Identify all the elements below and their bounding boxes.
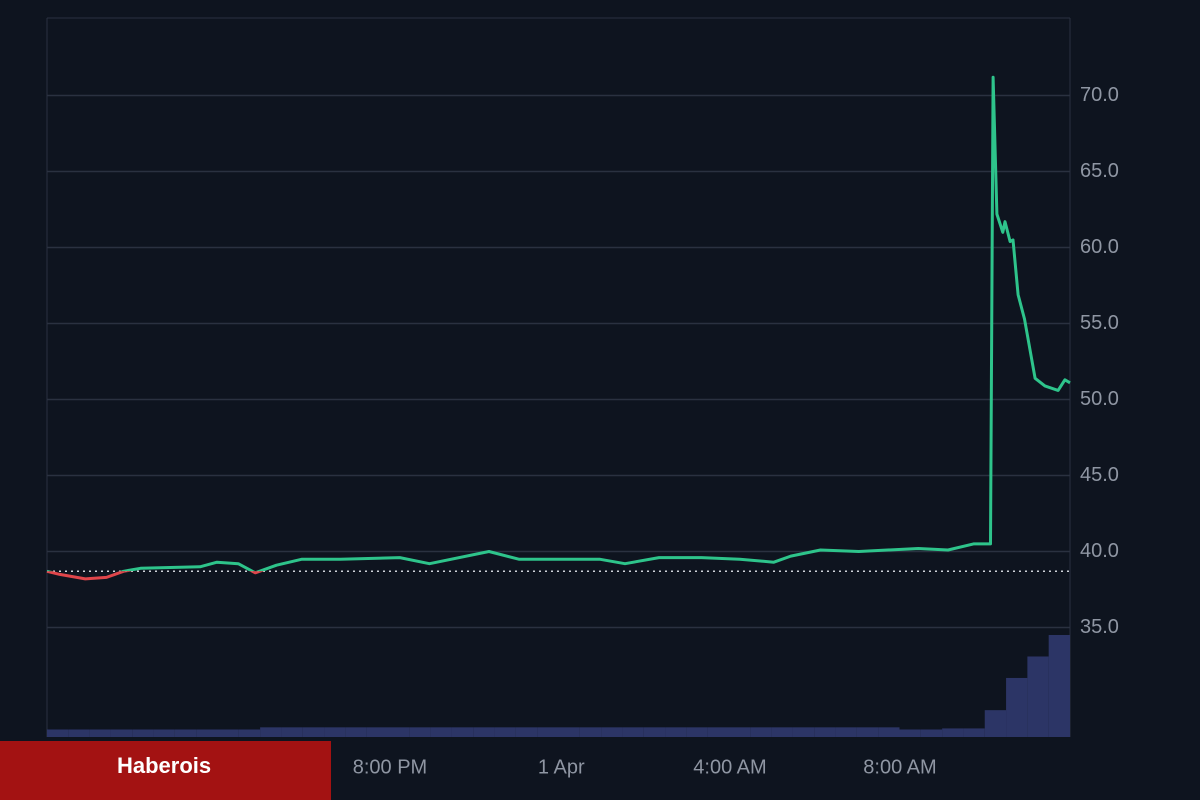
volume-bar [963, 728, 985, 737]
volume-bar [409, 727, 431, 737]
volume-bar [792, 727, 815, 737]
y-tick-label: 70.0 [1080, 84, 1119, 106]
x-tick-label: 4:00 AM [693, 756, 766, 778]
volume-bar [856, 727, 879, 737]
volume-bar [622, 727, 644, 737]
volume-bar [260, 727, 282, 737]
volume-bar [643, 727, 666, 737]
volume-bar [473, 727, 495, 737]
volume-bar [196, 729, 218, 737]
volume-bar [814, 727, 836, 737]
y-tick-label: 45.0 [1080, 464, 1119, 486]
volume-bar [324, 727, 346, 737]
volume-bar [89, 729, 111, 737]
y-tick-label: 60.0 [1080, 236, 1119, 258]
y-tick-label: 55.0 [1080, 312, 1119, 334]
volume-bar [281, 727, 303, 737]
volume-bar [110, 729, 133, 737]
volume-bar [217, 729, 239, 737]
price-line-up [46, 75, 1071, 572]
volume-bar [942, 728, 964, 737]
volume-bar [579, 727, 602, 737]
volume-bar [132, 729, 154, 737]
volume-bar [984, 710, 1007, 737]
volume-bar [899, 729, 921, 737]
y-tick-label: 40.0 [1080, 540, 1119, 562]
x-tick-label: 8:00 AM [863, 756, 936, 778]
volume-bar [665, 727, 687, 737]
y-tick-label: 65.0 [1080, 160, 1119, 182]
volume-bar [1048, 635, 1070, 737]
volume-bar [558, 727, 580, 737]
volume-bar [47, 729, 69, 737]
overlay-label: Haberois [117, 753, 211, 778]
volume-bar [68, 729, 90, 737]
volume-bar [686, 727, 708, 737]
volume-bar [729, 727, 751, 737]
volume-bar [451, 727, 474, 737]
volume-bar [174, 729, 197, 737]
volume-bar [515, 727, 538, 737]
volume-bar [388, 727, 410, 737]
volume-bar [1027, 656, 1049, 737]
volume-bar [835, 727, 857, 737]
volume-bar [920, 729, 943, 737]
volume-bar [707, 727, 729, 737]
volume-bar [430, 727, 452, 737]
volume-bar [771, 727, 793, 737]
overlay-banner [0, 741, 331, 800]
volume-bar [878, 727, 900, 737]
y-tick-label: 35.0 [1080, 616, 1119, 638]
volume-bar [238, 729, 261, 737]
volume-bar [1006, 677, 1028, 737]
volume-bar [537, 727, 559, 737]
x-tick-label: 8:00 PM [353, 756, 427, 778]
volume-bar [366, 727, 388, 737]
volume-bar [153, 729, 175, 737]
x-tick-label: 1 Apr [538, 756, 585, 778]
volume-bar [750, 727, 772, 737]
volume-bar [601, 727, 623, 737]
volume-bar [345, 727, 367, 737]
y-tick-label: 50.0 [1080, 388, 1119, 410]
volume-bar [494, 727, 516, 737]
volume-bar [302, 727, 325, 737]
